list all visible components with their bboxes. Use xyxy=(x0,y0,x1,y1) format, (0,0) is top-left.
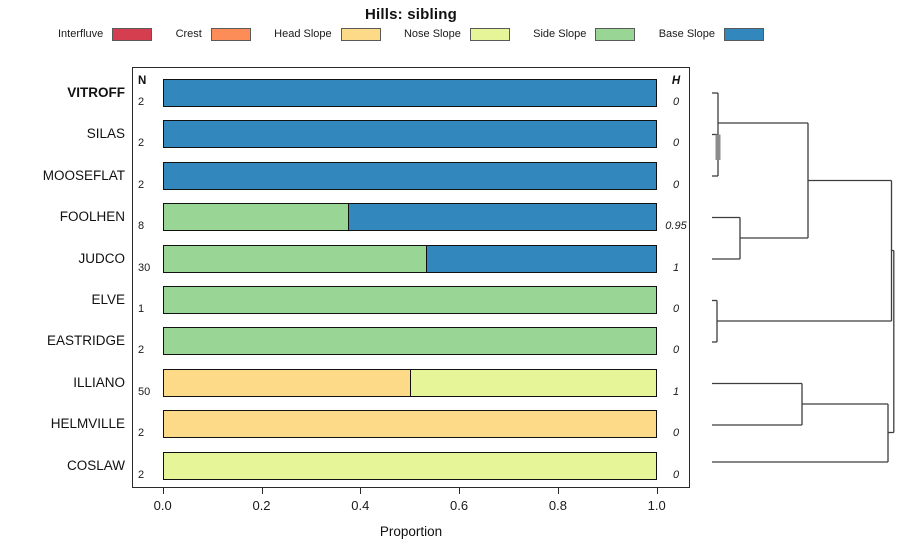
bar-segment-head-slope xyxy=(163,411,656,438)
legend-item: Nose Slope xyxy=(403,27,510,41)
x-axis-tick xyxy=(557,488,560,494)
shannon-h-value: 1 xyxy=(672,261,680,274)
legend-item: Interfluve xyxy=(58,27,153,41)
legend-item: Base Slope xyxy=(658,27,764,41)
x-axis-tick xyxy=(656,488,658,494)
series-name-label: FOOLHEN xyxy=(59,209,125,225)
bar-segment-base-slope xyxy=(163,80,656,106)
series-name-label: ILLIANO xyxy=(73,374,125,390)
legend-label: Side Slope xyxy=(533,28,587,40)
legend-label: Interfluve xyxy=(58,28,104,40)
n-value: 2 xyxy=(138,137,145,150)
bar-segment-base-slope xyxy=(348,204,656,231)
bar-segment-side-slope xyxy=(163,204,349,231)
shannon-h-value: 0 xyxy=(672,137,680,150)
legend-label: Nose Slope xyxy=(403,28,461,40)
stacked-bar xyxy=(162,244,657,273)
x-axis-tick xyxy=(459,488,461,494)
bar-segment-side-slope xyxy=(163,245,426,272)
n-value: 2 xyxy=(138,427,145,440)
bar-segment-nose-slope xyxy=(163,452,656,479)
legend-color-swatch xyxy=(112,27,153,41)
series-name-label: JUDCO xyxy=(78,250,126,266)
stacked-bar xyxy=(162,79,657,107)
x-axis-tick xyxy=(162,488,164,494)
shannon-h-value: 0 xyxy=(672,178,680,191)
stacked-bar xyxy=(162,120,657,149)
legend-label: Head Slope xyxy=(274,28,332,40)
x-axis-tick-label: 0.4 xyxy=(351,498,370,513)
legend: Interfluve Crest Head Slope Nose Slope Side … xyxy=(58,25,764,43)
series-name-label: SILAS xyxy=(86,126,125,142)
series-name-label: EASTRIDGE xyxy=(46,333,125,349)
bar-segment-head-slope xyxy=(163,369,410,396)
x-axis-label: Proportion xyxy=(379,524,443,539)
series-name-label: ELVE xyxy=(91,292,125,307)
shannon-h-value: 0 xyxy=(672,427,680,440)
legend-color-swatch xyxy=(210,27,251,41)
series-name-label: COSLAW xyxy=(66,457,125,473)
stacked-bar xyxy=(162,451,657,480)
legend-item: Crest xyxy=(175,27,251,41)
n-column-header: N xyxy=(138,75,147,87)
bar-segment-side-slope xyxy=(163,328,656,355)
legend-label: Crest xyxy=(175,28,202,40)
bar-segment-base-slope xyxy=(163,121,656,148)
x-axis-tick-label: 1.0 xyxy=(647,498,666,513)
bar-segment-nose-slope xyxy=(409,369,656,396)
legend-color-swatch xyxy=(723,27,764,41)
legend-item: Side Slope xyxy=(533,27,636,41)
series-name-label: MOOSEFLAT xyxy=(42,167,125,183)
n-value: 50 xyxy=(138,385,151,398)
series-name-label: HELMVILLE xyxy=(50,416,125,432)
stacked-bar xyxy=(162,286,657,314)
legend-item: Head Slope xyxy=(274,27,381,41)
stacked-bar xyxy=(162,203,657,232)
legend-color-swatch xyxy=(595,27,636,41)
legend-color-swatch xyxy=(340,27,381,41)
n-value: 1 xyxy=(138,303,145,315)
x-axis-tick-label: 0.0 xyxy=(153,498,172,513)
stacked-bar xyxy=(162,161,657,190)
legend-color-swatch xyxy=(469,27,510,41)
n-value: 2 xyxy=(138,468,145,481)
shannon-h-value: 0 xyxy=(672,303,680,315)
bar-segment-base-slope xyxy=(163,162,656,189)
x-axis-tick xyxy=(261,488,263,494)
n-value: 30 xyxy=(138,261,151,274)
shannon-h-value: 0 xyxy=(672,344,680,357)
shannon-h-value: 0 xyxy=(672,468,680,481)
bar-segment-side-slope xyxy=(163,287,656,313)
shannon-h-value: 0.95 xyxy=(665,220,687,233)
x-axis-tick-label: 0.8 xyxy=(548,498,567,513)
n-value: 2 xyxy=(138,96,145,108)
n-value: 8 xyxy=(138,220,145,233)
shannon-h-value: 1 xyxy=(672,385,680,398)
stacked-bar xyxy=(162,410,657,439)
h-column-header: H xyxy=(671,75,681,87)
shannon-h-value: 0 xyxy=(672,96,680,108)
n-value: 2 xyxy=(138,344,145,357)
stacked-bar xyxy=(162,327,657,356)
chart-title: Hills: sibling xyxy=(365,6,457,23)
x-axis-tick-label: 0.2 xyxy=(252,498,271,513)
x-axis-tick xyxy=(360,488,362,494)
n-value: 2 xyxy=(138,178,145,191)
bar-segment-base-slope xyxy=(425,245,656,272)
stacked-bar xyxy=(162,368,657,397)
series-name-label: VITROFF xyxy=(67,85,125,100)
x-axis-tick-label: 0.6 xyxy=(450,498,469,513)
legend-label: Base Slope xyxy=(658,28,715,40)
